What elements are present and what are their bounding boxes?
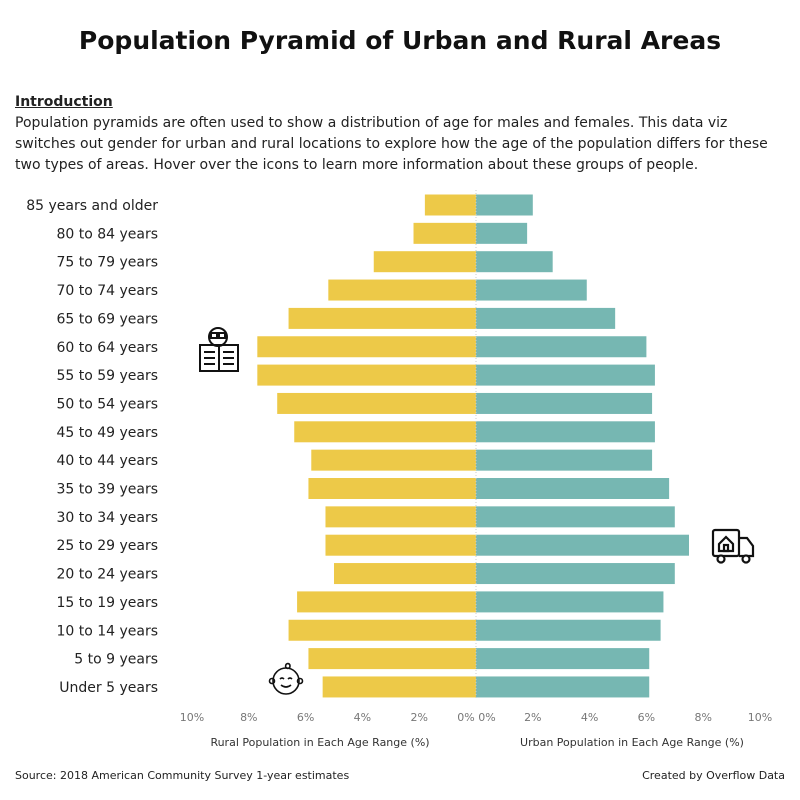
category-label: 70 to 74 years xyxy=(56,283,158,299)
category-label: 50 to 54 years xyxy=(56,396,158,412)
category-label: 35 to 39 years xyxy=(56,482,158,498)
rural-bar[interactable] xyxy=(373,251,476,273)
category-label: 80 to 84 years xyxy=(56,226,158,242)
x-tick-label-right: 0% xyxy=(478,711,495,724)
source-note: Source: 2018 American Community Survey 1… xyxy=(15,769,350,782)
urban-bar[interactable] xyxy=(476,478,670,499)
rural-bar[interactable] xyxy=(257,336,476,358)
x-tick-label-right: 10% xyxy=(748,711,772,724)
rural-bar[interactable] xyxy=(322,676,476,698)
rural-bar[interactable] xyxy=(334,563,476,585)
x-tick-label-right: 2% xyxy=(524,711,541,724)
urban-bar[interactable] xyxy=(476,307,616,329)
x-tick-label-left: 10% xyxy=(180,711,204,724)
x-tick-label-right: 6% xyxy=(638,711,655,724)
x-tick-label-left: 8% xyxy=(240,711,257,724)
category-label: 55 to 59 years xyxy=(56,368,158,384)
rural-bar[interactable] xyxy=(424,194,476,216)
rural-bar[interactable] xyxy=(325,506,476,528)
newspaper-reader-icon[interactable] xyxy=(199,327,239,372)
urban-bar[interactable] xyxy=(476,449,653,471)
urban-bar[interactable] xyxy=(476,563,675,585)
x-tick-label-right: 4% xyxy=(581,711,598,724)
moving-truck-icon[interactable] xyxy=(711,528,755,564)
category-label: 30 to 34 years xyxy=(56,510,158,526)
category-label: 45 to 49 years xyxy=(56,425,158,441)
baby-icon[interactable] xyxy=(268,662,304,695)
category-label: 10 to 14 years xyxy=(56,623,158,639)
category-label: 75 to 79 years xyxy=(56,255,158,271)
rural-bar[interactable] xyxy=(413,222,476,244)
urban-bar[interactable] xyxy=(476,591,664,613)
category-label: Under 5 years xyxy=(59,680,158,696)
rural-bar[interactable] xyxy=(288,307,476,329)
x-tick-label-left: 0% xyxy=(457,711,474,724)
rural-bar[interactable] xyxy=(294,421,476,443)
category-label: 25 to 29 years xyxy=(56,538,158,554)
category-label: 40 to 44 years xyxy=(56,453,158,469)
urban-bar[interactable] xyxy=(476,421,655,443)
urban-bar[interactable] xyxy=(476,676,650,698)
category-label: 65 to 69 years xyxy=(56,311,158,327)
intro-text: Population pyramids are often used to sh… xyxy=(15,115,768,173)
urban-bar[interactable] xyxy=(476,222,528,244)
urban-bar[interactable] xyxy=(476,364,655,386)
credit-note: Created by Overflow Data xyxy=(642,769,785,782)
rural-bar[interactable] xyxy=(277,392,476,414)
page-title: Population Pyramid of Urban and Rural Ar… xyxy=(78,26,722,55)
rural-bar[interactable] xyxy=(257,364,476,386)
urban-bar[interactable] xyxy=(476,392,653,414)
rural-bar[interactable] xyxy=(308,478,476,499)
urban-bar[interactable] xyxy=(476,279,587,301)
urban-bar[interactable] xyxy=(476,336,647,358)
urban-axis-title: Urban Population in Each Age Range (%) xyxy=(520,736,744,749)
category-label: 85 years and older xyxy=(26,198,158,214)
urban-bar[interactable] xyxy=(476,534,689,556)
rural-bar[interactable] xyxy=(297,591,476,613)
x-tick-label-left: 4% xyxy=(354,711,371,724)
urban-bar[interactable] xyxy=(476,251,553,273)
urban-bar[interactable] xyxy=(476,619,661,641)
urban-bar[interactable] xyxy=(476,648,650,670)
x-tick-label-left: 2% xyxy=(410,711,427,724)
category-label: 60 to 64 years xyxy=(56,340,158,356)
rural-bar[interactable] xyxy=(311,449,476,471)
category-label: 20 to 24 years xyxy=(56,567,158,583)
urban-bar[interactable] xyxy=(476,506,675,528)
category-label: 15 to 19 years xyxy=(56,595,158,611)
intro-heading: Introduction xyxy=(15,94,113,110)
rural-bar[interactable] xyxy=(288,619,476,641)
rural-axis-title: Rural Population in Each Age Range (%) xyxy=(210,736,429,749)
x-tick-label-left: 6% xyxy=(297,711,314,724)
rural-bar[interactable] xyxy=(308,648,476,670)
rural-bar[interactable] xyxy=(325,534,476,556)
urban-bar[interactable] xyxy=(476,194,533,216)
rural-bar[interactable] xyxy=(328,279,476,301)
category-label: 5 to 9 years xyxy=(74,652,158,668)
x-tick-label-right: 8% xyxy=(694,711,711,724)
